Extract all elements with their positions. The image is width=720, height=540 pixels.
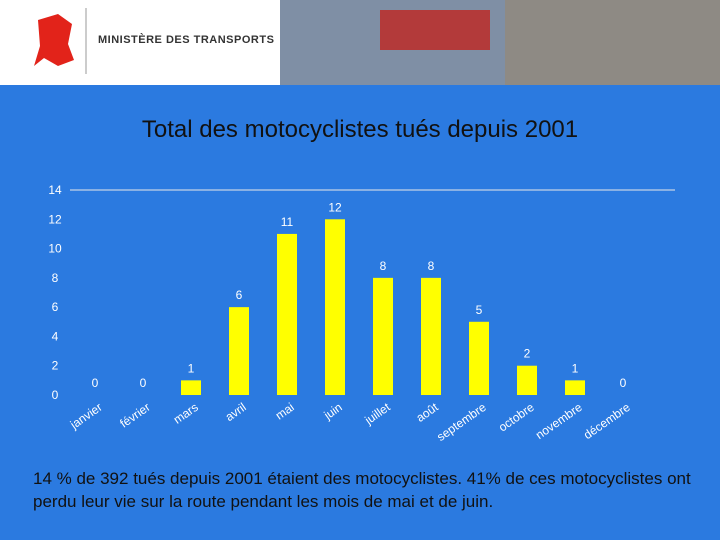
bar [517, 365, 537, 395]
x-tick-label: décembre [581, 400, 633, 442]
value-label: 1 [188, 361, 195, 375]
value-label: 11 [281, 215, 294, 229]
value-label: 8 [428, 259, 435, 273]
y-tick-label: 8 [52, 271, 59, 285]
x-tick-label: septembre [434, 400, 489, 444]
x-tick-label: juillet [361, 400, 393, 428]
value-label: 0 [620, 376, 627, 390]
header-graphics [34, 0, 720, 85]
bar [277, 233, 297, 395]
header: MINISTÈRE DES TRANSPORTS [0, 0, 720, 85]
x-tick-label: mars [171, 400, 201, 427]
bar [421, 277, 441, 395]
x-tick-label: août [414, 400, 442, 425]
value-label: 5 [476, 303, 483, 317]
x-tick-label: mai [273, 400, 297, 423]
y-tick-label: 12 [48, 212, 62, 226]
x-tick-label: octobre [496, 400, 537, 435]
value-label: 2 [524, 347, 531, 361]
photo-truck [380, 10, 490, 50]
bar [565, 380, 585, 395]
value-label: 8 [380, 259, 387, 273]
y-tick-label: 6 [52, 300, 59, 314]
chart-title: Total des motocyclistes tués depuis 2001 [141, 116, 579, 143]
x-tick-label: février [117, 400, 152, 431]
bar [373, 277, 393, 395]
x-tick-label: juin [321, 400, 345, 423]
x-tick-label: avril [223, 400, 249, 424]
chart: 024681012140janvier0février1mars6avril11… [48, 183, 675, 444]
y-tick-label: 2 [52, 359, 59, 373]
y-tick-label: 0 [52, 388, 59, 402]
value-label: 6 [236, 288, 243, 302]
x-tick-label: janvier [67, 400, 105, 432]
value-label: 1 [572, 361, 579, 375]
bar [325, 219, 345, 395]
logo [34, 14, 74, 66]
value-label: 0 [92, 376, 99, 390]
y-tick-label: 10 [48, 242, 62, 256]
ministry-name: MINISTÈRE DES TRANSPORTS [98, 34, 275, 46]
y-tick-label: 4 [52, 329, 59, 343]
bar [469, 321, 489, 395]
x-tick-label: novembre [533, 400, 585, 442]
photo-street [505, 0, 720, 85]
value-label: 12 [328, 200, 342, 214]
value-label: 0 [140, 376, 147, 390]
bar [229, 307, 249, 395]
y-tick-label: 14 [48, 183, 62, 197]
caption: 14 % de 392 tués depuis 2001 étaient des… [33, 469, 691, 511]
bar [181, 380, 201, 395]
